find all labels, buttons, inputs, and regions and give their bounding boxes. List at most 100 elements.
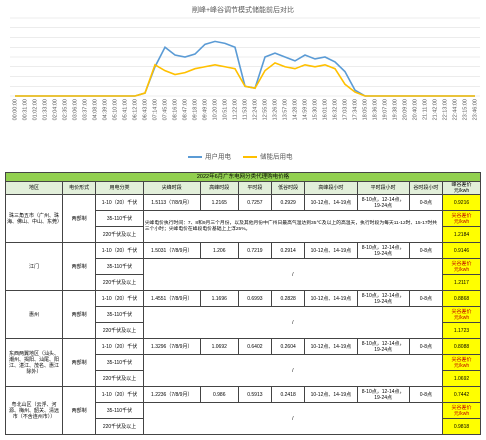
sharp-valley-diff: 1.2117 <box>442 274 481 291</box>
price-table: 2022年6月广东电网分类代理购电价格 地区 电价形式 用电分类 尖峰时段 高峰时段 平时段… <box>5 172 481 435</box>
x-tick-label: 13:57:00 <box>282 99 288 120</box>
header-cell: 低谷时段 <box>270 181 306 195</box>
x-tick-label: 23:46:00 <box>472 99 478 120</box>
header-cell: 平时段小时 <box>356 181 410 195</box>
table-cell: 1.1696 <box>199 290 239 307</box>
header-cell: 地区 <box>5 181 63 195</box>
table-cell: 0-8点 <box>408 290 444 307</box>
x-tick-label: 00:31:00 <box>22 99 28 120</box>
x-tick-label: 00:00:00 <box>12 99 18 120</box>
price-form: 两部制 <box>61 290 97 339</box>
voltage-class: 35-110千伏 <box>95 354 144 371</box>
table-row: 35-110千伏 / 尖谷差价元/kwh <box>6 354 481 387</box>
x-tick-label: 10:20:00 <box>212 99 218 120</box>
table-cell: 1.3296（7/8/9月） <box>142 338 201 355</box>
table-cell: 0.2604 <box>270 338 306 355</box>
x-tick-label: 03:06:00 <box>72 99 78 120</box>
sharp-diff-label: 尖谷差价元/kwh <box>442 258 481 275</box>
table-cell: 1.5113（7/8/9月） <box>142 194 201 211</box>
peak-valley-diff: 0.8868 <box>442 290 481 307</box>
legend-label: 用户用电 <box>205 152 232 161</box>
table-cell: 0.2828 <box>270 290 306 307</box>
x-tick-label: 03:37:00 <box>82 99 88 120</box>
legend-label: 储能后用电 <box>260 152 293 161</box>
x-tick-label: 02:35:00 <box>62 99 68 120</box>
table-title: 2022年6月广东电网分类代理购电价格 <box>5 172 481 182</box>
voltage-class: 1-10（20）千伏 <box>95 290 144 307</box>
note: / <box>142 354 444 387</box>
x-tick-label: 07:14:00 <box>152 99 158 120</box>
voltage-class: 35-110千伏 <box>95 402 144 419</box>
x-tick-label: 21:11:00 <box>422 99 428 120</box>
table-cell: 8-10点，12-14点，19-24点 <box>356 242 410 259</box>
table-cell: 0.2929 <box>270 194 306 211</box>
x-tick-label: 12:24:00 <box>252 99 258 120</box>
table-cell: 8-10点，12-14点，19-24点 <box>356 290 410 307</box>
region-name: 粤北山区（云浮、河源、梅州、韶关、清远市（不含连州市）） <box>5 386 63 435</box>
table-cell: 1.0692 <box>199 338 239 355</box>
region-name: 东西两翼地区（汕头、潮州、揭阳、汕尾、阳江、湛江、茂名、惠江除外） <box>5 338 63 387</box>
table-cell: 10-12点、14-19点 <box>304 338 358 355</box>
table-row: 35-110千伏 尖峰电价执行时间：7、8和9月三个月份，以及其他月份中广州日最高… <box>6 210 481 243</box>
table-row: 220千伏及以上 1.0692 <box>6 370 481 387</box>
table-cell: 8-10点，12-14点，19-24点 <box>356 338 410 355</box>
x-tick-label: 14:28:00 <box>292 99 298 120</box>
table-cell: 0.986 <box>199 386 239 403</box>
header-cell: 尖峰时段 <box>142 181 201 195</box>
table-cell: 1.206 <box>199 242 239 259</box>
table-cell: 0-8点 <box>408 242 444 259</box>
header-cell: 峰谷差价元/kwh <box>442 181 481 195</box>
x-tick-label: 18:05:00 <box>362 99 368 120</box>
header-cell: 平时段 <box>237 181 273 195</box>
voltage-class: 35-110千伏 <box>95 258 144 275</box>
x-tick-label: 23:15:00 <box>462 99 468 120</box>
table-row: 220千伏及以上 1.2117 <box>6 274 481 291</box>
note: / <box>142 258 444 291</box>
x-tick-label: 19:38:00 <box>392 99 398 120</box>
note: / <box>142 402 444 435</box>
table-cell: 0.2914 <box>270 242 306 259</box>
table-cell: 1.5031（7/8/9月） <box>142 242 201 259</box>
table-row: 江门 两部制 1-10（20）千伏 1.5031（7/8/9月） 1.206 0.7219… <box>5 242 481 291</box>
table-cell: 10-12点、14-19点 <box>304 290 358 307</box>
peak-valley-diff: 0.7442 <box>442 386 481 403</box>
table-cell: 10-12点、14-19点 <box>304 194 358 211</box>
x-tick-label: 09:18:00 <box>192 99 198 120</box>
region-name: 江门 <box>5 242 63 291</box>
voltage-class: 1-10（20）千伏 <box>95 242 144 259</box>
table-cell: 0-8点 <box>408 194 444 211</box>
table-cell: 0.6993 <box>237 290 273 307</box>
chart-title: 削峰+峰谷调节模式储能前后对比 <box>192 5 294 14</box>
x-tick-label: 11:53:00 <box>242 99 248 120</box>
region-name: 珠三角五市（广州、珠海、佛山、中山、东莞） <box>5 194 63 243</box>
x-tick-label: 04:08:00 <box>92 99 98 120</box>
x-tick-label: 01:33:00 <box>42 99 48 120</box>
x-tick-label: 20:09:00 <box>402 99 408 120</box>
table-row: 35-110千伏 / 尖谷差价元/kwh <box>6 258 481 291</box>
peak-valley-diff: 0.9146 <box>442 242 481 259</box>
note: 尖峰电价执行时间：7、8和9月三个月份，以及其他月份中广州日最高气温达到35℃及… <box>142 210 444 243</box>
table-cell: 0.5913 <box>237 386 273 403</box>
x-tick-label: 22:13:00 <box>442 99 448 120</box>
table-row: 35-110千伏 / 尖谷差价元/kwh <box>6 402 481 435</box>
sharp-diff-label: 尖谷差价元/kwh <box>442 210 481 227</box>
sharp-valley-diff: 1.0692 <box>442 370 481 387</box>
x-tick-label: 10:51:00 <box>222 99 228 120</box>
header-cell: 谷时段小时 <box>408 181 444 195</box>
sharp-diff-label: 尖谷差价元/kwh <box>442 402 481 419</box>
table-row: 35-110千伏 / 尖谷差价元/kwh <box>6 306 481 339</box>
voltage-class: 35-110千伏 <box>95 210 144 227</box>
note: / <box>142 306 444 339</box>
price-form: 两部制 <box>61 338 97 387</box>
sharp-valley-diff: 1.2184 <box>442 226 481 243</box>
voltage-class: 220千伏及以上 <box>95 322 144 339</box>
table-row: 惠州 两部制 1-10（20）千伏 1.4551（7/8/9月） 1.1696 0.699… <box>5 290 481 339</box>
x-tick-label: 07:45:00 <box>162 99 168 120</box>
table-cell: 0-8点 <box>408 386 444 403</box>
x-tick-label: 08:47:00 <box>182 99 188 120</box>
table-row: 2022年6月广东电网分类代理购电价格 <box>5 172 481 182</box>
header-cell: 用电分类 <box>95 181 144 195</box>
sharp-valley-diff: 1.1723 <box>442 322 481 339</box>
x-tick-label: 17:34:00 <box>352 99 358 120</box>
line-series <box>15 61 475 97</box>
